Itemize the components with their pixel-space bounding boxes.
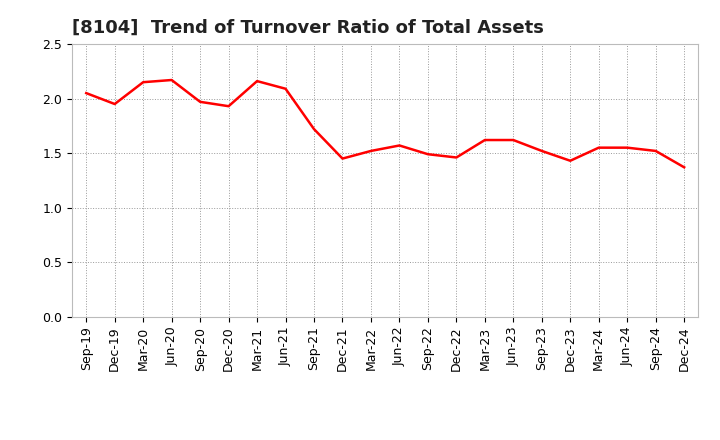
Text: [8104]  Trend of Turnover Ratio of Total Assets: [8104] Trend of Turnover Ratio of Total …	[72, 19, 544, 37]
